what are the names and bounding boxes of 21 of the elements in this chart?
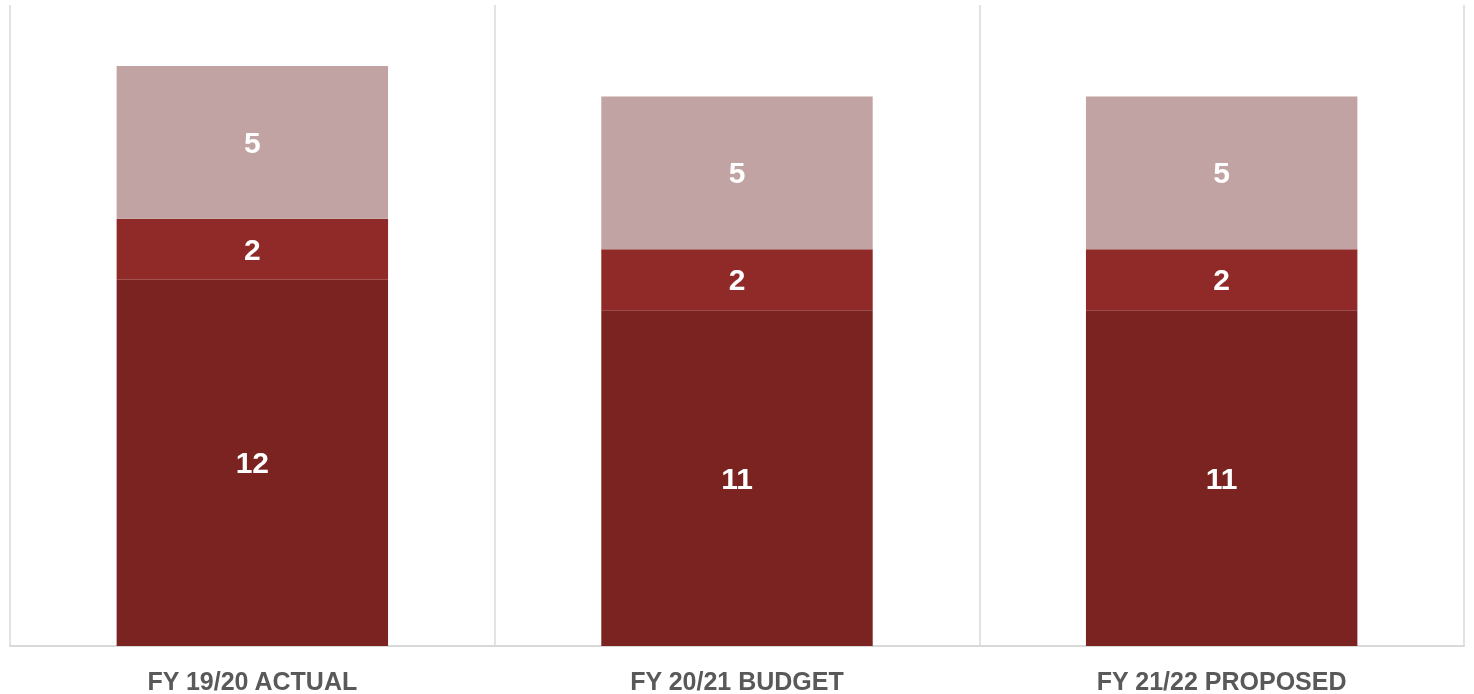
x-tick-label: FY 19/20 ACTUAL <box>147 666 358 694</box>
bar <box>116 66 389 219</box>
data-label: 2 <box>1213 263 1231 297</box>
bar <box>601 96 873 250</box>
data-label: 5 <box>728 156 746 190</box>
data-label: 5 <box>1213 156 1231 190</box>
data-label: 11 <box>1205 461 1238 495</box>
bar <box>601 310 873 646</box>
bar <box>601 249 873 311</box>
data-label: 2 <box>728 263 746 297</box>
bar <box>116 218 389 280</box>
bar <box>1085 249 1358 311</box>
data-label: 2 <box>243 232 261 266</box>
bar <box>1085 310 1358 646</box>
data-label: 5 <box>243 125 261 159</box>
x-tick-label: FY 21/22 PROPOSED <box>1096 666 1347 694</box>
data-label: 11 <box>721 461 753 495</box>
data-label: 12 <box>235 446 270 480</box>
bar <box>116 279 389 646</box>
bar <box>1085 96 1358 250</box>
x-tick-label: FY 20/21 BUDGET <box>630 666 844 694</box>
